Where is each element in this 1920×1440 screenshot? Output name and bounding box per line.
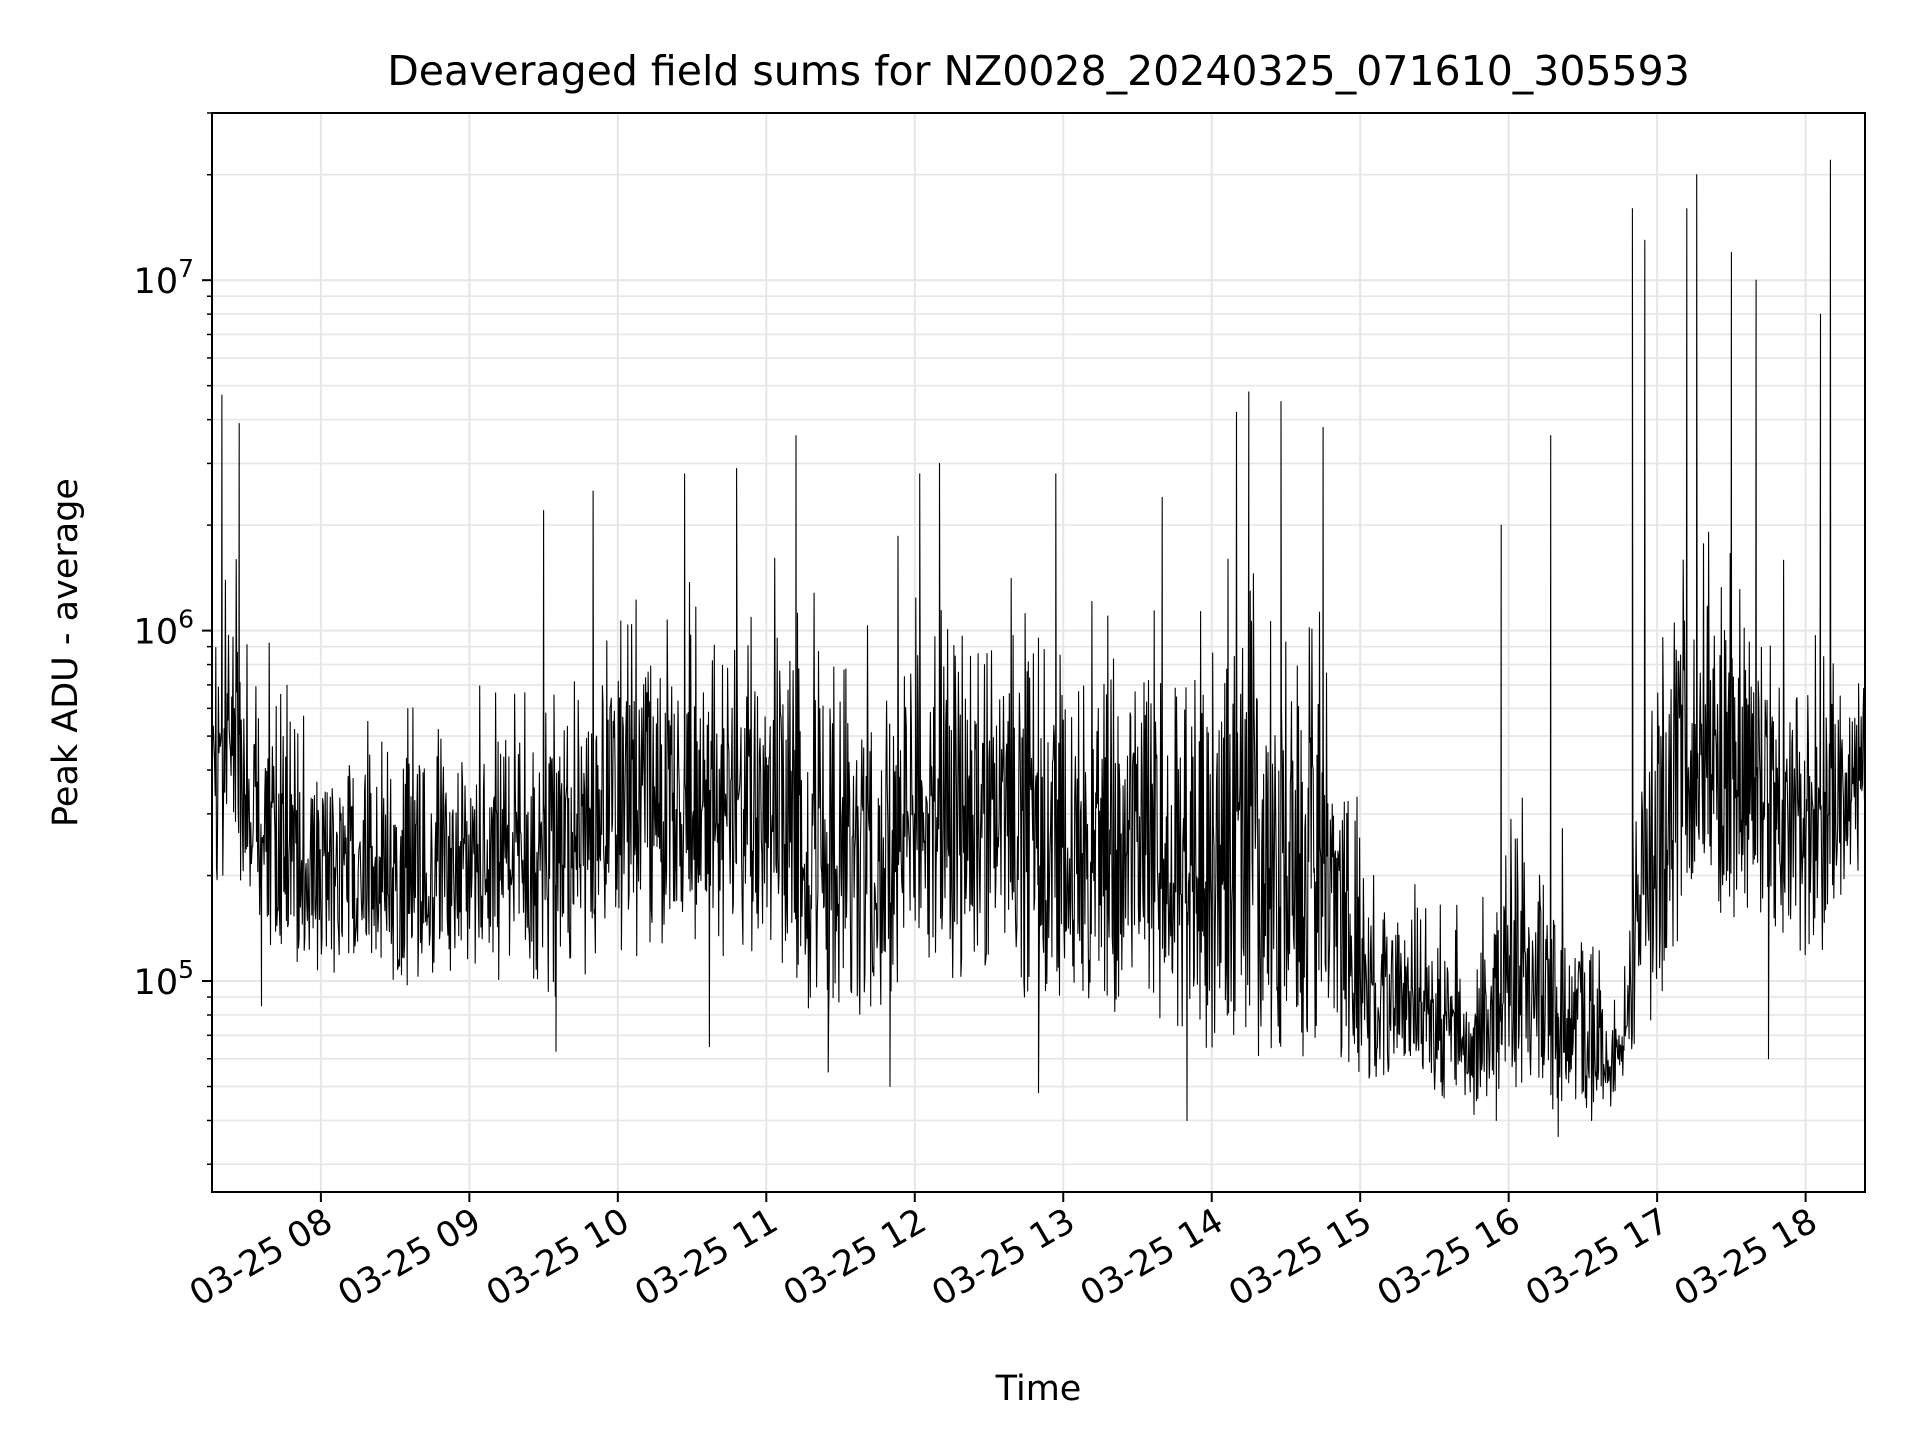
y-tick-label: 107: [134, 254, 194, 302]
series-line: [212, 159, 1865, 1138]
x-tick-label: 03-25 10: [480, 1201, 636, 1314]
y-tick-label: 105: [134, 955, 194, 1003]
y-tick-label: 106: [134, 605, 194, 653]
x-axis-label: Time: [995, 1369, 1082, 1409]
series-layer: [212, 159, 1865, 1138]
x-tick-label: 03-25 11: [629, 1201, 785, 1314]
x-tick-label: 03-25 18: [1668, 1201, 1824, 1314]
x-tick-label: 03-25 12: [777, 1201, 933, 1314]
y-axis: 105 106 107: [134, 112, 212, 1166]
x-tick-label: 03-25 17: [1519, 1201, 1675, 1314]
y-axis-label: Peak ADU - average: [46, 478, 86, 827]
plot-frame: [211, 112, 1866, 1193]
x-tick-label: 03-25 09: [332, 1201, 488, 1314]
x-tick-label: 03-25 08: [183, 1201, 339, 1314]
x-tick-label: 03-25 16: [1371, 1201, 1527, 1314]
chart-title: Deaveraged field sums for NZ0028_2024032…: [387, 47, 1690, 95]
x-tick-label: 03-25 14: [1074, 1201, 1230, 1314]
x-tick-label: 03-25 15: [1222, 1201, 1378, 1314]
x-tick-label: 03-25 13: [925, 1201, 1081, 1314]
